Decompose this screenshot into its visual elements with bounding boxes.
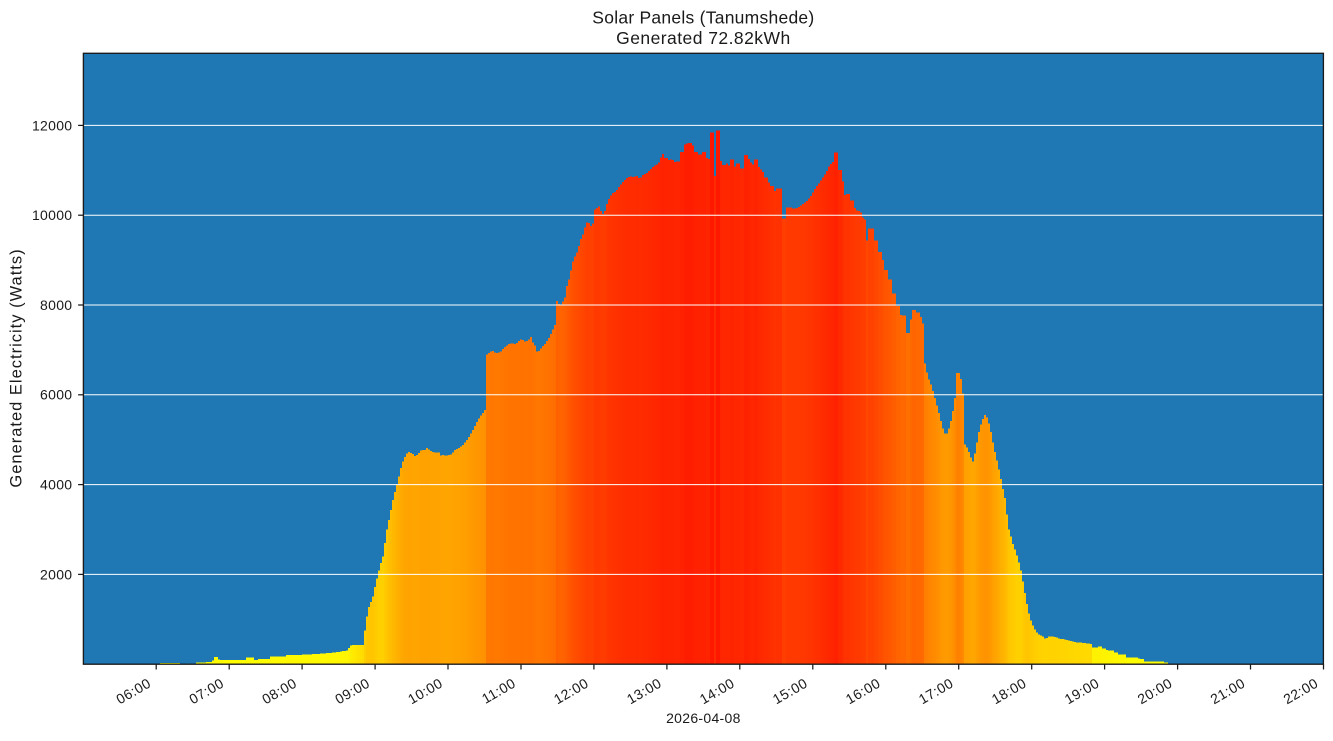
svg-text:07:00: 07:00 xyxy=(186,675,226,708)
svg-text:2000: 2000 xyxy=(40,566,72,582)
svg-text:10000: 10000 xyxy=(32,207,72,223)
svg-text:08:00: 08:00 xyxy=(259,675,299,708)
svg-text:Generated 72.82kWh: Generated 72.82kWh xyxy=(616,28,790,48)
svg-text:13:00: 13:00 xyxy=(624,675,664,708)
svg-text:11:00: 11:00 xyxy=(479,675,518,707)
svg-text:12000: 12000 xyxy=(32,117,72,133)
svg-text:06:00: 06:00 xyxy=(113,675,153,708)
svg-text:21:00: 21:00 xyxy=(1208,675,1248,708)
svg-text:Generated Electricity (Watts): Generated Electricity (Watts) xyxy=(8,248,26,487)
svg-text:19:00: 19:00 xyxy=(1062,675,1102,708)
svg-text:8000: 8000 xyxy=(40,297,72,313)
svg-text:Solar Panels (Tanumshede): Solar Panels (Tanumshede) xyxy=(592,8,814,28)
svg-text:4000: 4000 xyxy=(40,477,72,493)
svg-text:6000: 6000 xyxy=(40,387,72,403)
svg-text:18:00: 18:00 xyxy=(989,675,1029,708)
svg-text:12:00: 12:00 xyxy=(551,675,591,708)
svg-text:20:00: 20:00 xyxy=(1135,675,1175,708)
svg-text:10:00: 10:00 xyxy=(405,675,445,708)
svg-text:17:00: 17:00 xyxy=(916,675,956,708)
svg-text:2026-04-08: 2026-04-08 xyxy=(666,710,741,726)
svg-text:15:00: 15:00 xyxy=(770,675,810,708)
svg-text:14:00: 14:00 xyxy=(697,675,737,708)
svg-text:22:00: 22:00 xyxy=(1281,675,1321,708)
svg-text:09:00: 09:00 xyxy=(332,675,372,708)
svg-text:16:00: 16:00 xyxy=(843,675,883,708)
